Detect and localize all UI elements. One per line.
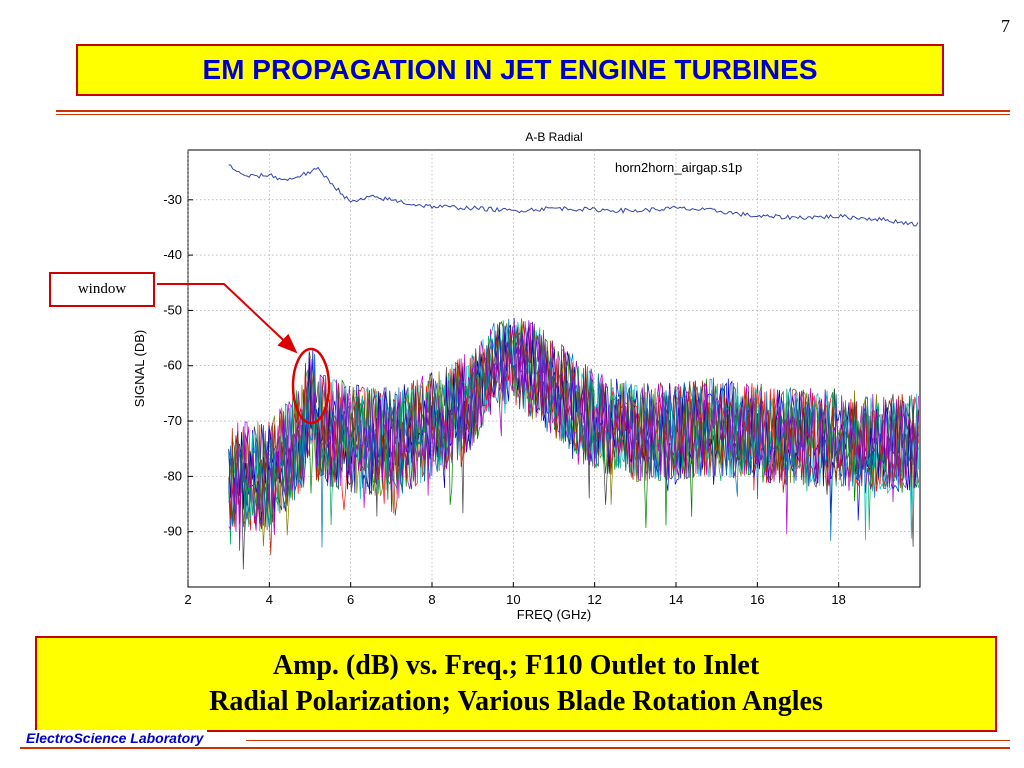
window-annotation-box: window: [49, 272, 155, 307]
reference-series-line: [228, 164, 919, 227]
file-annotation: horn2horn_airgap.s1p: [615, 160, 742, 175]
data-series-line: [228, 320, 919, 545]
y-tick-label: -60: [163, 358, 182, 373]
x-tick-label: 8: [428, 592, 435, 607]
y-tick-label: -40: [163, 247, 182, 262]
chart-svg: 2 4 6 8 10 12 14 16 18 -30 -40 -50 -60 -70 -80 -90 A-B R…: [132, 130, 921, 622]
footer-rule-bottom: [20, 747, 1010, 749]
annotation-arrow: [157, 283, 298, 354]
chart-area: 2 4 6 8 10 12 14 16 18 -30 -40 -50 -60 -70 -80 -90 A-B R…: [120, 122, 930, 627]
annotation-ellipse: [291, 347, 331, 425]
x-tick-label: 6: [347, 592, 354, 607]
x-tick-label: 12: [587, 592, 601, 607]
slide-title: EM PROPAGATION IN JET ENGINE TURBINES: [202, 54, 818, 85]
x-tick-label: 4: [266, 592, 273, 607]
data-series-line: [228, 320, 919, 551]
data-series-line: [228, 324, 919, 524]
y-tick-label: -70: [163, 413, 182, 428]
x-tick-label: 16: [750, 592, 764, 607]
x-tick-label: 14: [669, 592, 683, 607]
y-tick-label: -90: [163, 524, 182, 539]
window-annotation-label: window: [77, 281, 127, 297]
y-tick-label: -30: [163, 192, 182, 207]
y-tick-label: -50: [163, 302, 182, 317]
caption-line-2: Radial Polarization; Various Blade Rotat…: [209, 686, 823, 717]
chart-title: A-B Radial: [525, 130, 582, 144]
x-axis-label: FREQ (GHz): [517, 607, 591, 622]
x-tick-label: 2: [184, 592, 191, 607]
title-divider-bottom: [56, 114, 1010, 115]
x-tick-label: 18: [831, 592, 845, 607]
footer-rule-top: [246, 740, 1010, 741]
caption-box: Amp. (dB) vs. Freq.; F110 Outlet to Inle…: [35, 636, 997, 732]
caption-line-1: Amp. (dB) vs. Freq.; F110 Outlet to Inle…: [272, 650, 760, 681]
x-tick-label: 10: [506, 592, 520, 607]
footer-lab-name: ElectroScience Laboratory: [26, 730, 208, 746]
title-divider-top: [56, 110, 1010, 112]
slide-title-box: EM PROPAGATION IN JET ENGINE TURBINES: [76, 44, 944, 96]
y-axis-label: SIGNAL (DB): [132, 330, 147, 408]
y-tick-label: -80: [163, 468, 182, 483]
page-number: 7: [1001, 16, 1010, 36]
